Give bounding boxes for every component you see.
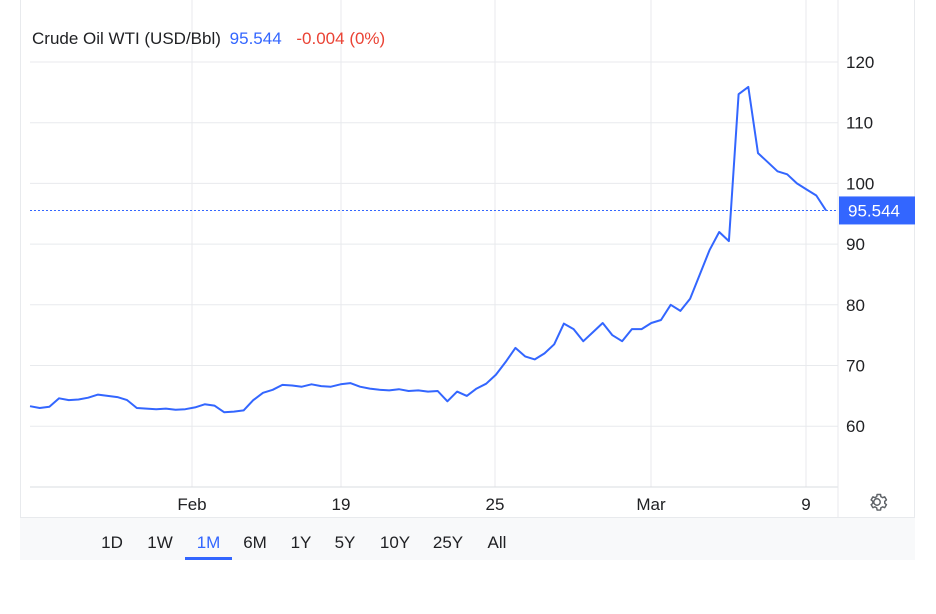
- y-tick-labels: 60 70 80 90 100 110 120: [846, 53, 874, 436]
- range-button-1d[interactable]: 1D: [101, 533, 123, 552]
- current-price-badge: 95.544: [839, 196, 915, 225]
- vertical-gridlines: [191, 0, 807, 487]
- range-button-all[interactable]: All: [487, 533, 507, 552]
- range-button-1w[interactable]: 1W: [147, 533, 173, 552]
- horizontal-gridlines: [30, 61, 838, 427]
- instrument-name: Crude Oil WTI (USD/Bbl): [32, 29, 221, 48]
- range-button-5y[interactable]: 5Y: [334, 533, 356, 552]
- range-selector-bar: [20, 517, 915, 560]
- legend-price: 95.544: [229, 29, 282, 48]
- range-button-6m[interactable]: 6M: [243, 533, 267, 552]
- current-price-badge-box: [839, 196, 915, 225]
- y-tick-label: 120: [846, 53, 874, 72]
- chart-legend: Crude Oil WTI (USD/Bbl) 95.544 -0.004 (0…: [32, 29, 385, 49]
- gear-icon[interactable]: [866, 491, 888, 513]
- x-tick-label: 9: [801, 495, 810, 514]
- x-tick-label: Mar: [636, 495, 666, 514]
- y-tick-label: 110: [846, 114, 873, 133]
- x-tick-labels: Feb 19 25 Mar 9: [177, 495, 810, 514]
- y-tick-label: 60: [846, 417, 865, 436]
- y-tick-label: 90: [846, 235, 865, 254]
- range-button-25y[interactable]: 25Y: [432, 533, 464, 552]
- range-button-1m[interactable]: 1M: [185, 530, 232, 560]
- range-button-10y[interactable]: 10Y: [379, 533, 411, 552]
- legend-change: -0.004 (0%): [296, 29, 386, 48]
- range-button-1y[interactable]: 1Y: [290, 533, 312, 552]
- series-line-crude-oil-wti: [29, 85, 827, 414]
- x-tick-label: 19: [332, 495, 351, 514]
- y-tick-label: 70: [846, 357, 865, 376]
- x-tick-label: Feb: [177, 495, 206, 514]
- y-tick-label: 80: [846, 296, 865, 315]
- current-price-badge-text: 95.544: [848, 201, 900, 220]
- y-tick-label: 100: [846, 174, 874, 193]
- x-tick-label: 25: [486, 495, 505, 514]
